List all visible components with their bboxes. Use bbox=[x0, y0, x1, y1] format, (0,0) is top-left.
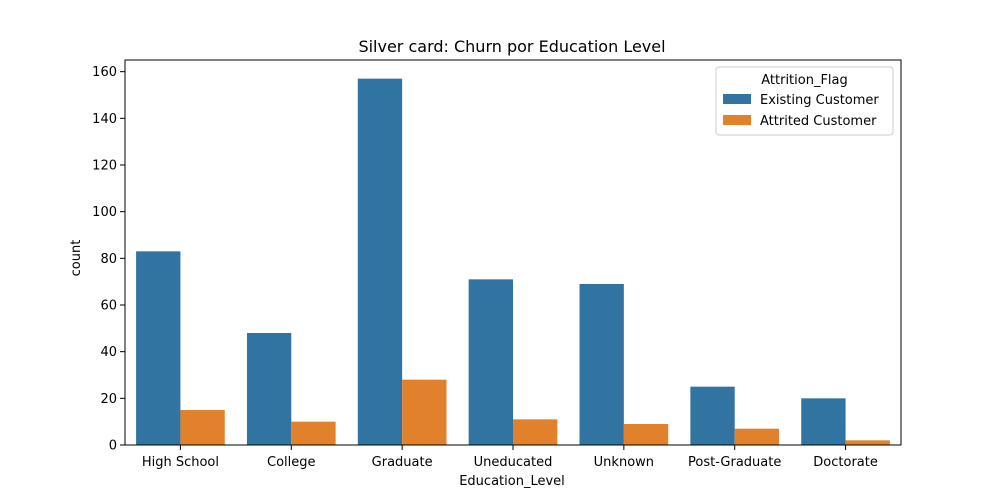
bar-attrited-customer-6 bbox=[845, 440, 890, 445]
x-axis-label: Education_Level bbox=[459, 474, 565, 489]
bar-existing-customer-4 bbox=[579, 284, 624, 445]
bar-existing-customer-1 bbox=[246, 333, 292, 445]
bar-attrited-customer-2 bbox=[402, 379, 447, 445]
y-axis-label: count bbox=[69, 240, 84, 277]
y-tick-label: 20 bbox=[100, 392, 117, 407]
legend-box bbox=[715, 66, 894, 136]
legend-title: Attrition_Flag bbox=[761, 73, 848, 88]
x-tick-label: Unknown bbox=[594, 455, 654, 470]
chart-title: Silver card: Churn por Education Level bbox=[358, 37, 665, 56]
bar-existing-customer-6 bbox=[801, 398, 846, 445]
y-tick-label: 60 bbox=[100, 299, 117, 314]
legend-label-1: Attrited Customer bbox=[760, 114, 877, 129]
y-tick-label: 120 bbox=[92, 159, 117, 174]
x-tick-label: Graduate bbox=[372, 455, 433, 470]
bar-existing-customer-2 bbox=[357, 78, 403, 446]
bar-attrited-customer-5 bbox=[734, 428, 780, 445]
legend: Attrition_Flag Existing Customer Attrited … bbox=[715, 66, 894, 136]
legend-label-0: Existing Customer bbox=[760, 93, 879, 108]
x-tick-label: Post-Graduate bbox=[688, 455, 781, 470]
x-tick-label: College bbox=[267, 455, 316, 470]
y-tick-label: 160 bbox=[92, 65, 117, 80]
y-axis: 0 20 40 60 80 100 120 140 160 bbox=[92, 65, 125, 454]
bar-attrited-customer-0 bbox=[180, 410, 225, 445]
legend-swatch-1 bbox=[723, 115, 751, 125]
y-tick-label: 100 bbox=[92, 205, 117, 220]
bar-existing-customer-5 bbox=[690, 386, 735, 445]
y-tick-label: 80 bbox=[100, 252, 117, 267]
bar-existing-customer-0 bbox=[136, 251, 181, 445]
y-tick-label: 40 bbox=[100, 345, 117, 360]
legend-swatch-0 bbox=[723, 94, 751, 104]
y-tick-label: 140 bbox=[92, 112, 117, 127]
x-tick-label: High School bbox=[142, 455, 219, 470]
plot-frame bbox=[124, 59, 902, 446]
x-tick-label: Uneducated bbox=[474, 455, 553, 470]
x-axis: High School College Graduate Uneducated Unkn… bbox=[142, 445, 878, 470]
bars-layer bbox=[136, 78, 890, 446]
bar-attrited-customer-3 bbox=[513, 419, 558, 445]
bar-attrited-customer-4 bbox=[623, 424, 669, 445]
x-tick-label: Doctorate bbox=[813, 455, 878, 470]
y-tick-label: 0 bbox=[109, 439, 117, 454]
bar-existing-customer-3 bbox=[468, 279, 513, 445]
bar-attrited-customer-1 bbox=[291, 421, 336, 445]
